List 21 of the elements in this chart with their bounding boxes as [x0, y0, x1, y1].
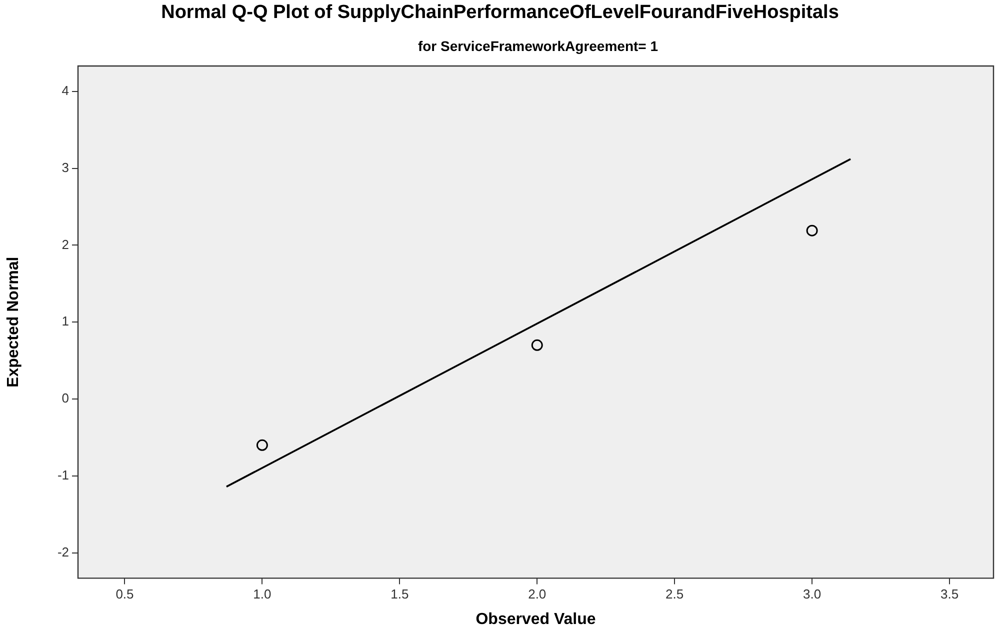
- x-tick-label: 1.5: [390, 586, 409, 602]
- x-tick-label: 1.0: [253, 586, 272, 602]
- x-tick-label: 3.0: [803, 586, 822, 602]
- chart-subtitle: for ServiceFrameworkAgreement= 1: [416, 38, 660, 54]
- point: [806, 224, 818, 236]
- y-tick-label: -2: [57, 544, 69, 560]
- y-tick-label: 3: [62, 160, 69, 175]
- point: [256, 439, 268, 451]
- x-tick-label: 3.5: [940, 586, 959, 602]
- x-tick-label: 2.5: [666, 586, 684, 602]
- x-axis-title: Observed Value: [476, 610, 596, 628]
- x-tick-label: 2.0: [528, 586, 546, 602]
- chart-title: Normal Q-Q Plot of SupplyChainPerformanceOfLevelFourandFiveHospitals: [160, 2, 840, 24]
- y-tick-label: 4: [62, 82, 69, 98]
- x-tick-label: 0.5: [116, 586, 134, 602]
- y-tick-label: -1: [57, 467, 69, 482]
- point: [531, 339, 543, 351]
- y-tick-label: 2: [62, 236, 69, 252]
- y-tick-label: 0: [62, 390, 69, 406]
- y-tick-label: 1: [62, 314, 69, 329]
- y-axis-title: Expected Normal: [5, 256, 22, 388]
